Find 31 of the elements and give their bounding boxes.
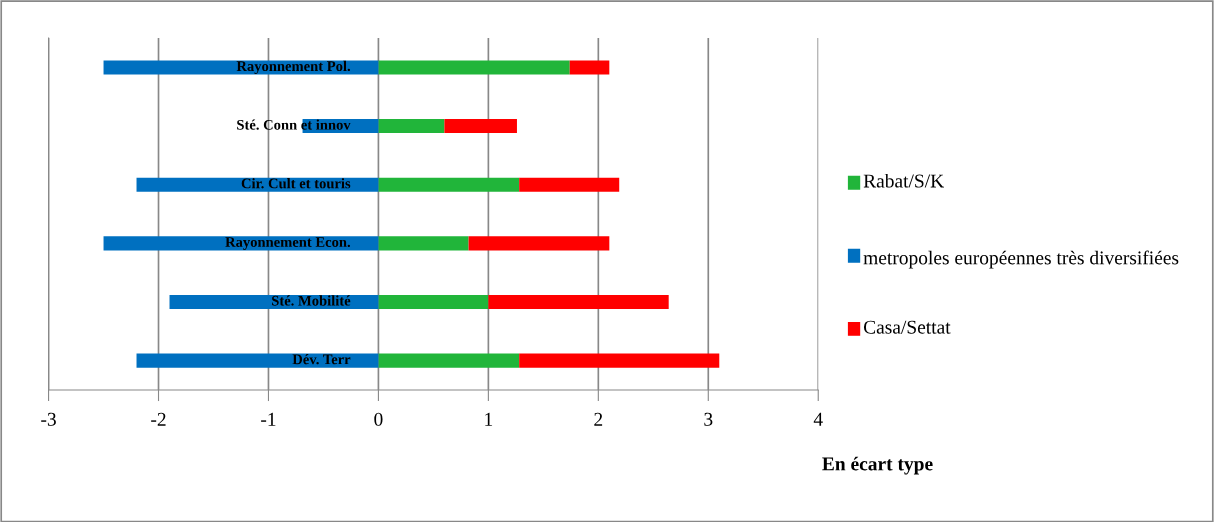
x-tick-label: -2 <box>151 412 166 426</box>
bar <box>444 119 517 134</box>
bar <box>488 294 669 310</box>
y-tick-label: Rayonnement Pol. <box>236 60 351 75</box>
y-tick-label: Cir. Cult et touris <box>241 178 351 189</box>
x-axis-title: En écart type <box>822 456 933 475</box>
legend-label: Rabat/S/K <box>863 173 944 188</box>
bar <box>569 60 610 75</box>
bar <box>378 294 489 310</box>
x-tick-label: -1 <box>261 412 276 426</box>
x-tick-label: 1 <box>485 412 493 426</box>
x-tick-label: -3 <box>41 412 56 426</box>
bar <box>519 353 720 368</box>
bar <box>378 236 469 251</box>
y-tick-label: Rayonnement Econ. <box>225 237 350 250</box>
bar <box>378 119 445 134</box>
bar <box>378 177 520 192</box>
x-tick-label: 4 <box>813 412 823 426</box>
x-tick-label: 3 <box>704 412 713 426</box>
x-tick-label: 2 <box>594 412 603 426</box>
legend-label: metropoles européennes très diversifiées <box>863 250 1179 269</box>
bar <box>136 353 379 368</box>
bar <box>468 236 610 251</box>
y-tick-label: Dév. Terr <box>292 353 351 365</box>
bar <box>378 60 570 75</box>
bar <box>378 353 520 368</box>
bar <box>136 177 379 192</box>
x-tick-label: 0 <box>374 412 383 426</box>
bar <box>519 177 620 192</box>
legend-label: Casa/Settat <box>863 320 951 334</box>
y-tick-label: Sté. Mobilité <box>272 295 351 306</box>
